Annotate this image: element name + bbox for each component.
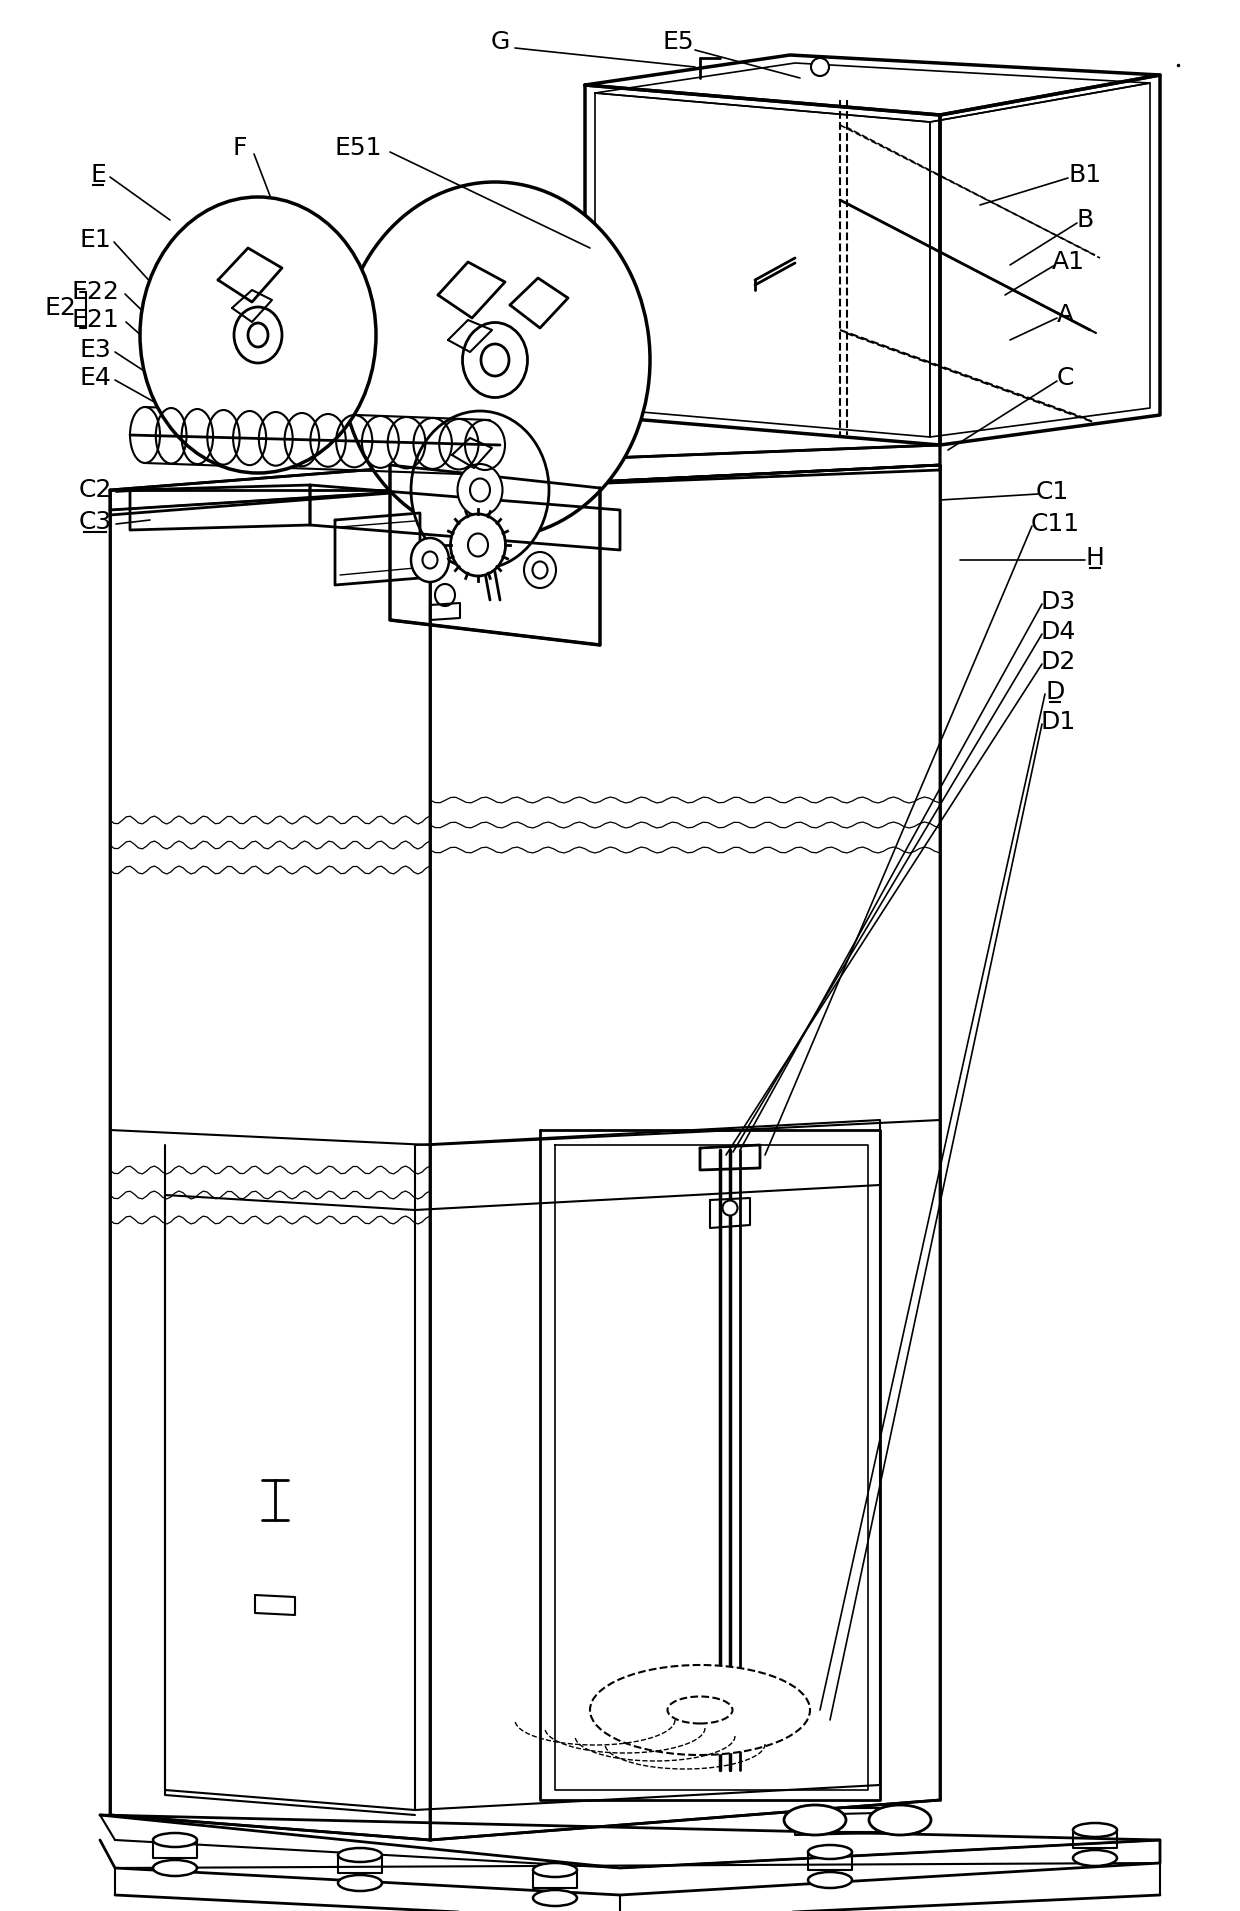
- Ellipse shape: [808, 1844, 852, 1859]
- Text: E2: E2: [45, 296, 76, 319]
- Text: H: H: [1085, 547, 1105, 569]
- Text: C3: C3: [78, 510, 112, 533]
- Text: F: F: [233, 136, 247, 161]
- Ellipse shape: [467, 533, 489, 556]
- Ellipse shape: [458, 464, 502, 516]
- Ellipse shape: [153, 1833, 197, 1848]
- Ellipse shape: [667, 1697, 733, 1724]
- Ellipse shape: [784, 1806, 846, 1835]
- Ellipse shape: [470, 478, 490, 501]
- Ellipse shape: [340, 182, 650, 539]
- Ellipse shape: [410, 411, 549, 569]
- Ellipse shape: [435, 585, 455, 606]
- Text: C1: C1: [1035, 480, 1069, 505]
- Text: A: A: [1056, 304, 1074, 327]
- Text: D4: D4: [1040, 619, 1075, 644]
- Ellipse shape: [234, 308, 281, 363]
- Text: E4: E4: [79, 367, 110, 390]
- Ellipse shape: [808, 1873, 852, 1888]
- Ellipse shape: [248, 323, 268, 348]
- Ellipse shape: [481, 344, 508, 376]
- Ellipse shape: [140, 197, 376, 474]
- Ellipse shape: [811, 57, 830, 76]
- Text: D2: D2: [1040, 650, 1075, 675]
- Ellipse shape: [532, 562, 548, 579]
- Text: E21: E21: [71, 308, 119, 333]
- Ellipse shape: [339, 1875, 382, 1892]
- Ellipse shape: [533, 1890, 577, 1905]
- Ellipse shape: [1073, 1850, 1117, 1865]
- Ellipse shape: [723, 1200, 738, 1215]
- Ellipse shape: [533, 1863, 577, 1877]
- Ellipse shape: [153, 1859, 197, 1877]
- Ellipse shape: [339, 1848, 382, 1861]
- Text: E1: E1: [79, 227, 110, 252]
- Text: E: E: [91, 162, 105, 187]
- Ellipse shape: [463, 323, 527, 397]
- Text: D3: D3: [1040, 590, 1075, 613]
- Ellipse shape: [450, 514, 506, 575]
- Text: E5: E5: [662, 31, 694, 54]
- Ellipse shape: [525, 552, 556, 589]
- Text: D: D: [1045, 680, 1065, 703]
- Text: E3: E3: [79, 338, 110, 361]
- Ellipse shape: [410, 539, 449, 583]
- Text: D1: D1: [1040, 711, 1075, 734]
- Ellipse shape: [590, 1664, 810, 1754]
- Ellipse shape: [1073, 1823, 1117, 1836]
- Text: C2: C2: [78, 478, 112, 503]
- Text: C11: C11: [1030, 512, 1080, 535]
- Text: E22: E22: [71, 281, 119, 304]
- Ellipse shape: [423, 552, 438, 568]
- Text: C: C: [1056, 367, 1074, 390]
- Text: B1: B1: [1069, 162, 1101, 187]
- Text: G: G: [490, 31, 510, 54]
- Text: E51: E51: [335, 136, 382, 161]
- Text: B: B: [1076, 208, 1094, 231]
- Ellipse shape: [869, 1806, 931, 1835]
- Text: A1: A1: [1052, 250, 1085, 273]
